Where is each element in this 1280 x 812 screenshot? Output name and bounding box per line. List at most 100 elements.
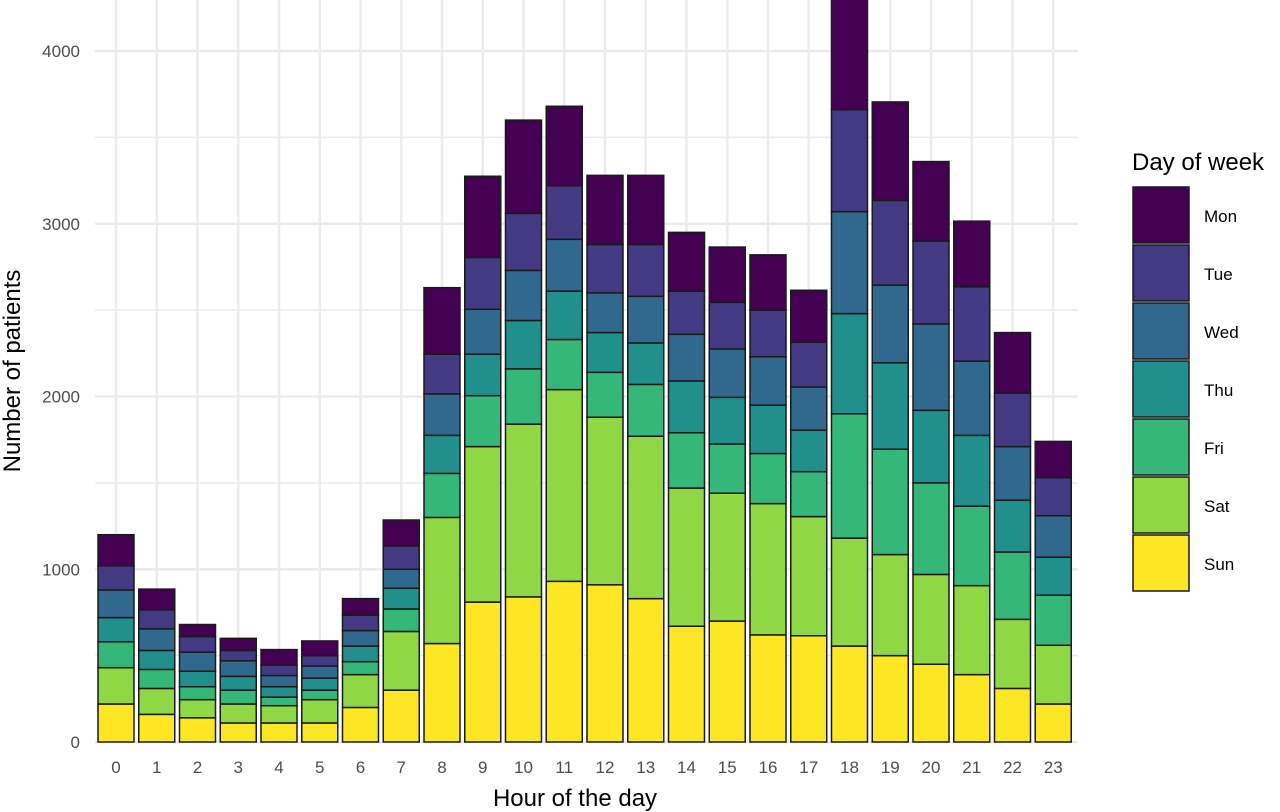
bar-segment-sun-hour-11	[545, 580, 583, 743]
legend-label-sat: Sat	[1204, 497, 1230, 516]
bar-segment-thu-hour-13	[627, 342, 665, 386]
bar-segment-fri-hour-16	[749, 452, 787, 505]
bar-segment-tue-hour-4	[260, 664, 298, 677]
bar-segment-fri-hour-5	[301, 689, 339, 701]
bar-segment-wed-hour-0	[97, 589, 135, 619]
bar-segment-mon-hour-23	[1034, 440, 1072, 479]
bar-segment-fri-hour-1	[138, 668, 176, 690]
legend-swatch-sat	[1132, 476, 1190, 534]
x-tick-label: 7	[397, 758, 406, 777]
bar-segment-mon-hour-3	[219, 637, 257, 652]
bar-segment-fri-hour-10	[504, 368, 543, 425]
bar-segment-wed-hour-2	[178, 651, 217, 672]
bar-segment-mon-hour-8	[423, 286, 461, 355]
x-tick-label: 10	[514, 758, 533, 777]
bar-segment-thu-hour-7	[382, 587, 420, 610]
bar-segment-tue-hour-13	[627, 243, 665, 298]
bar-segment-tue-hour-7	[382, 545, 420, 571]
bar-segment-wed-hour-4	[260, 674, 298, 688]
bars	[97, 0, 1072, 743]
bar-segment-mon-hour-14	[667, 231, 706, 292]
bar-segment-thu-hour-11	[545, 290, 583, 341]
bar-segment-sun-hour-1	[138, 713, 176, 743]
bar-segment-tue-hour-8	[423, 353, 461, 395]
bar-segment-thu-hour-9	[464, 353, 502, 397]
y-tick-label: 0	[71, 733, 80, 752]
bar-segment-sat-hour-12	[586, 416, 624, 586]
bar-segment-fri-hour-15	[708, 443, 746, 494]
bar-segment-fri-hour-23	[1034, 594, 1072, 647]
bar-segment-wed-hour-8	[423, 393, 461, 437]
bar-segment-fri-hour-8	[423, 472, 461, 519]
bar-segment-tue-hour-5	[301, 654, 339, 667]
bar-segment-sun-hour-22	[993, 687, 1032, 743]
bar-segment-sat-hour-15	[708, 492, 746, 622]
bar-segment-mon-hour-17	[790, 289, 828, 343]
bar-segment-sat-hour-3	[219, 703, 257, 724]
bar-segment-tue-hour-20	[912, 240, 950, 325]
bar-segment-mon-hour-12	[586, 174, 624, 246]
bar-segment-sat-hour-6	[341, 673, 380, 709]
bar-segment-sun-hour-18	[830, 645, 869, 743]
bar-segment-thu-hour-21	[953, 434, 991, 507]
bar-segment-sat-hour-10	[504, 423, 543, 598]
bar-segment-tue-hour-12	[586, 243, 624, 294]
bar-segment-tue-hour-6	[341, 614, 380, 632]
x-tick-label: 22	[1003, 758, 1022, 777]
bar-segment-sun-hour-16	[749, 634, 787, 743]
bar-segment-sun-hour-9	[464, 601, 502, 743]
bar-segment-thu-hour-3	[219, 675, 257, 691]
bar-segment-tue-hour-18	[830, 108, 869, 213]
bar-segment-sun-hour-4	[260, 722, 298, 743]
legend-label-sun: Sun	[1204, 555, 1234, 574]
bar-segment-sun-hour-8	[423, 642, 461, 743]
bar-segment-sat-hour-18	[830, 537, 869, 647]
bar-segment-sat-hour-8	[423, 516, 461, 645]
bar-segment-thu-hour-19	[871, 362, 909, 450]
bar-segment-sat-hour-0	[97, 666, 135, 705]
legend-swatch-sun	[1132, 534, 1190, 592]
bar-segment-thu-hour-14	[667, 380, 706, 434]
bar-segment-fri-hour-17	[790, 470, 828, 518]
x-tick-label: 21	[962, 758, 981, 777]
bar-segment-thu-hour-15	[708, 396, 746, 445]
legend-label-wed: Wed	[1204, 323, 1239, 342]
bar-segment-wed-hour-9	[464, 308, 502, 355]
bar-segment-wed-hour-16	[749, 356, 787, 406]
legend-swatch-wed	[1132, 302, 1190, 360]
bar-segment-sun-hour-0	[97, 703, 135, 743]
bar-segment-wed-hour-19	[871, 284, 909, 364]
bar-segment-tue-hour-19	[871, 199, 909, 286]
bar-segment-tue-hour-9	[464, 256, 502, 311]
bar-segment-mon-hour-0	[97, 533, 135, 567]
x-tick-label: 20	[922, 758, 941, 777]
x-tick-label: 8	[437, 758, 446, 777]
x-axis-title: Hour of the day	[493, 785, 657, 812]
bar-segment-tue-hour-23	[1034, 476, 1072, 517]
bar-segment-thu-hour-0	[97, 616, 135, 643]
bar-segment-thu-hour-23	[1034, 556, 1072, 596]
bar-segment-sat-hour-20	[912, 573, 950, 666]
bar-segment-sat-hour-4	[260, 704, 298, 724]
x-tick-label: 16	[759, 758, 778, 777]
bar-segment-wed-hour-5	[301, 665, 339, 679]
legend-swatch-thu	[1132, 360, 1190, 418]
bar-segment-sun-hour-5	[301, 722, 339, 743]
bar-segment-fri-hour-13	[627, 383, 665, 437]
bar-segment-tue-hour-15	[708, 301, 746, 350]
x-tick-label: 2	[193, 758, 202, 777]
legend-swatch-fri	[1132, 418, 1190, 476]
bar-segment-mon-hour-18	[830, 0, 869, 111]
bar-segment-wed-hour-13	[627, 295, 665, 344]
bar-segment-tue-hour-3	[219, 649, 257, 662]
bar-segment-fri-hour-12	[586, 371, 624, 418]
x-axis-ticks: 0 1 2 3 4 5 6 7 8 9 10 11 12 13 14 15 16 17 18 19 20 21 22 23	[111, 758, 1062, 777]
x-tick-label: 19	[881, 758, 900, 777]
bar-segment-fri-hour-18	[830, 413, 869, 539]
bar-segment-mon-hour-15	[708, 246, 746, 304]
y-tick-label: 2000	[42, 388, 80, 407]
bar-segment-tue-hour-14	[667, 290, 706, 336]
legend-swatch-mon	[1132, 186, 1190, 244]
bar-segment-wed-hour-23	[1034, 514, 1072, 558]
bar-segment-mon-hour-21	[953, 220, 991, 288]
